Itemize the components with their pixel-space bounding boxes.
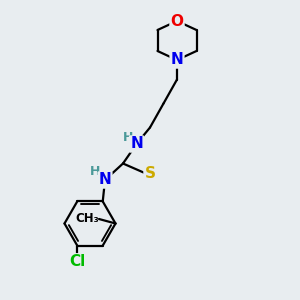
Text: N: N <box>130 136 143 152</box>
Text: Cl: Cl <box>69 254 85 269</box>
Text: S: S <box>145 167 155 182</box>
Text: O: O <box>170 14 184 28</box>
Text: H: H <box>123 131 133 144</box>
Text: N: N <box>99 172 111 188</box>
Text: N: N <box>171 52 183 68</box>
Text: H: H <box>90 165 100 178</box>
Text: CH₃: CH₃ <box>75 212 99 226</box>
